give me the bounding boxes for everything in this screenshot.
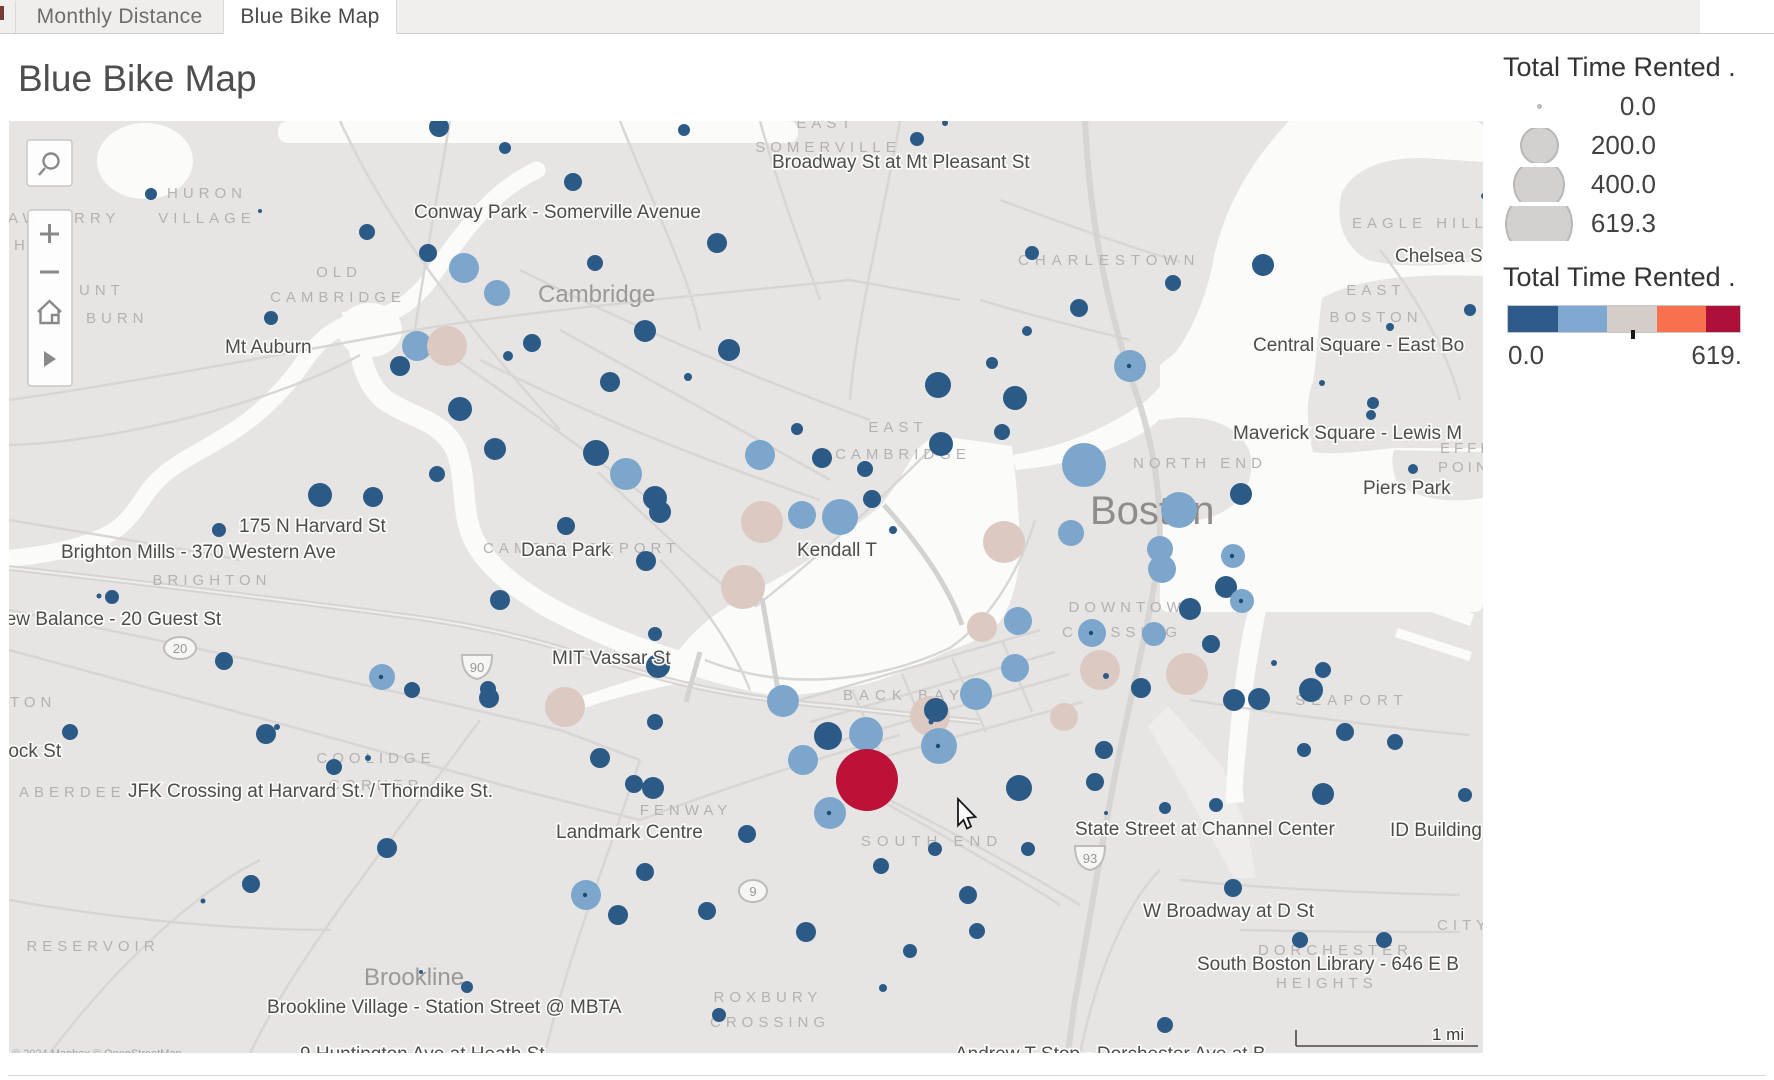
svg-text:South Boston Library - 646 E B: South Boston Library - 646 E B bbox=[1197, 954, 1459, 975]
svg-text:90: 90 bbox=[470, 660, 484, 675]
svg-text:NORTH END: NORTH END bbox=[1133, 455, 1267, 472]
svg-text:Maverick Square - Lewis M: Maverick Square - Lewis M bbox=[1233, 423, 1462, 444]
svg-text:HURON: HURON bbox=[167, 185, 247, 202]
svg-text:SOUTH END: SOUTH END bbox=[861, 833, 1003, 850]
svg-text:Brighton Mills - 370 Western A: Brighton Mills - 370 Western Ave bbox=[61, 542, 336, 563]
svg-text:93: 93 bbox=[1083, 851, 1097, 866]
svg-text:Broadway St at Mt Pleasant St: Broadway St at Mt Pleasant St bbox=[772, 152, 1030, 173]
svg-text:ABERDEE: ABERDEE bbox=[19, 784, 126, 801]
svg-text:ROXBURY: ROXBURY bbox=[714, 989, 823, 1006]
svg-text:MIT Vassar St: MIT Vassar St bbox=[552, 648, 671, 669]
svg-text:New Balance - 20 Guest St: New Balance - 20 Guest St bbox=[9, 609, 222, 630]
svg-text:CAMBRIDGE: CAMBRIDGE bbox=[270, 289, 406, 306]
svg-text:Conway Park - Somerville Avenu: Conway Park - Somerville Avenue bbox=[414, 202, 701, 223]
svg-text:20: 20 bbox=[173, 641, 187, 656]
svg-text:Chelsea S: Chelsea S bbox=[1395, 246, 1483, 267]
svg-text:© 2024 Mapbox © OpenStreetMap: © 2024 Mapbox © OpenStreetMap bbox=[12, 1048, 182, 1053]
svg-text:EAST: EAST bbox=[868, 419, 927, 436]
svg-text:Landmark Centre: Landmark Centre bbox=[556, 822, 703, 843]
svg-text:SOMERVILLE: SOMERVILLE bbox=[755, 139, 901, 156]
svg-text:H: H bbox=[14, 237, 30, 254]
svg-text:BURN: BURN bbox=[86, 310, 149, 327]
svg-text:Kendall T: Kendall T bbox=[797, 540, 877, 561]
svg-text:RRY: RRY bbox=[74, 210, 120, 227]
svg-text:Brookline: Brookline bbox=[364, 964, 464, 991]
svg-text:rock St: rock St bbox=[9, 741, 62, 762]
svg-text:EAST: EAST bbox=[1346, 282, 1405, 299]
svg-text:CAMBRIDGEPORT: CAMBRIDGEPORT bbox=[483, 540, 680, 557]
svg-text:Brookline Village - Station St: Brookline Village - Station Street @ MBT… bbox=[267, 997, 622, 1018]
svg-text:CROSSING: CROSSING bbox=[710, 1014, 830, 1031]
svg-text:RESERVOIR: RESERVOIR bbox=[26, 938, 159, 955]
svg-text:CITY: CITY bbox=[1437, 917, 1483, 934]
svg-text:CORNER: CORNER bbox=[328, 777, 423, 794]
svg-text:EAGLE HILL: EAGLE HILL bbox=[1352, 215, 1483, 232]
svg-text:Cambridge: Cambridge bbox=[538, 281, 655, 308]
svg-text:TON: TON bbox=[10, 694, 56, 711]
svg-text:COOLIDGE: COOLIDGE bbox=[316, 750, 435, 767]
svg-text:BRIGHTON: BRIGHTON bbox=[153, 572, 272, 589]
svg-text:FENWAY: FENWAY bbox=[640, 802, 733, 819]
svg-text:POINT: POINT bbox=[1438, 459, 1483, 476]
svg-text:State Street at Channel Center: State Street at Channel Center bbox=[1075, 819, 1335, 840]
svg-text:OLD: OLD bbox=[316, 264, 362, 281]
svg-text:JFK Crossing at Harvard St. /: JFK Crossing at Harvard St. / Thorndike … bbox=[128, 781, 493, 802]
svg-text:ID Building: ID Building bbox=[1390, 820, 1482, 841]
svg-text:1 mi: 1 mi bbox=[1432, 1025, 1464, 1044]
svg-text:CHARLESTOWN: CHARLESTOWN bbox=[1018, 252, 1200, 269]
svg-text:EFFRI: EFFRI bbox=[1440, 440, 1483, 457]
svg-text:UNT: UNT bbox=[79, 282, 125, 299]
svg-text:SEAPORT: SEAPORT bbox=[1295, 692, 1408, 709]
svg-text:9: 9 bbox=[749, 884, 756, 899]
svg-text:Piers Park: Piers Park bbox=[1363, 478, 1451, 499]
svg-text:DOWNTOWN: DOWNTOWN bbox=[1068, 599, 1201, 616]
svg-text:9 Huntington Ave at Heath St: 9 Huntington Ave at Heath St bbox=[300, 1044, 545, 1053]
svg-text:HEIGHTS: HEIGHTS bbox=[1276, 975, 1378, 992]
svg-text:Mt Auburn: Mt Auburn bbox=[225, 337, 312, 358]
svg-text:W Broadway at D St: W Broadway at D St bbox=[1143, 901, 1315, 922]
svg-text:VILLAGE: VILLAGE bbox=[158, 210, 256, 227]
svg-text:EAST: EAST bbox=[796, 121, 855, 132]
svg-text:Andrew T Stop - Dorchester Ave: Andrew T Stop - Dorchester Ave at B bbox=[955, 1044, 1266, 1053]
svg-text:BOSTON: BOSTON bbox=[1329, 309, 1422, 326]
svg-text:Central Square - East Bo: Central Square - East Bo bbox=[1253, 335, 1464, 356]
svg-text:BACK BAY: BACK BAY bbox=[843, 687, 965, 704]
svg-text:Dana Park: Dana Park bbox=[521, 540, 611, 561]
svg-text:175 N Harvard St: 175 N Harvard St bbox=[239, 516, 387, 537]
